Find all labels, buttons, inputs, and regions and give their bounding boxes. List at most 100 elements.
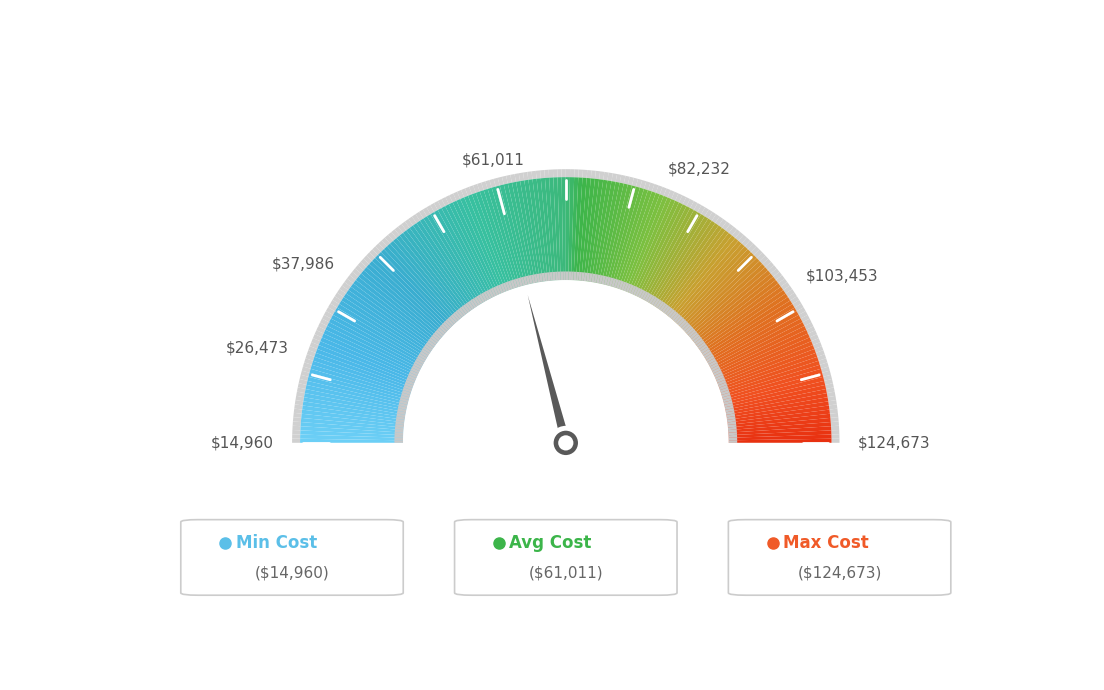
Wedge shape bbox=[474, 297, 480, 306]
Wedge shape bbox=[620, 282, 626, 290]
Wedge shape bbox=[592, 274, 595, 282]
Wedge shape bbox=[657, 301, 665, 310]
Wedge shape bbox=[537, 274, 540, 282]
Wedge shape bbox=[458, 308, 466, 316]
Wedge shape bbox=[708, 212, 716, 221]
Wedge shape bbox=[829, 408, 838, 414]
Wedge shape bbox=[420, 219, 479, 307]
Wedge shape bbox=[297, 387, 306, 393]
Wedge shape bbox=[798, 311, 808, 319]
Wedge shape bbox=[520, 180, 540, 282]
Wedge shape bbox=[416, 221, 477, 308]
Wedge shape bbox=[709, 315, 800, 366]
Wedge shape bbox=[716, 341, 813, 383]
Wedge shape bbox=[709, 360, 718, 366]
Wedge shape bbox=[668, 309, 675, 317]
Wedge shape bbox=[765, 262, 774, 270]
Wedge shape bbox=[461, 188, 468, 197]
Wedge shape bbox=[829, 404, 837, 410]
Wedge shape bbox=[565, 177, 570, 280]
Wedge shape bbox=[701, 207, 709, 216]
Wedge shape bbox=[803, 319, 811, 326]
Wedge shape bbox=[809, 334, 819, 341]
Wedge shape bbox=[718, 349, 816, 388]
Wedge shape bbox=[553, 169, 558, 177]
Wedge shape bbox=[468, 195, 508, 292]
Wedge shape bbox=[335, 308, 426, 362]
Wedge shape bbox=[719, 219, 726, 228]
Wedge shape bbox=[414, 360, 423, 366]
Wedge shape bbox=[395, 419, 405, 422]
Wedge shape bbox=[293, 430, 300, 435]
Wedge shape bbox=[369, 249, 378, 258]
Wedge shape bbox=[718, 380, 726, 385]
Wedge shape bbox=[726, 402, 829, 420]
Wedge shape bbox=[455, 310, 463, 319]
Wedge shape bbox=[424, 216, 480, 306]
Wedge shape bbox=[394, 437, 403, 440]
Wedge shape bbox=[594, 181, 616, 283]
Wedge shape bbox=[375, 255, 450, 330]
Wedge shape bbox=[725, 224, 733, 233]
Wedge shape bbox=[359, 273, 440, 341]
Wedge shape bbox=[423, 207, 431, 216]
Wedge shape bbox=[688, 330, 697, 337]
Wedge shape bbox=[335, 293, 343, 300]
Wedge shape bbox=[726, 419, 736, 422]
Wedge shape bbox=[797, 307, 806, 315]
Wedge shape bbox=[402, 221, 410, 230]
Wedge shape bbox=[496, 186, 526, 286]
Wedge shape bbox=[612, 173, 617, 182]
Wedge shape bbox=[453, 313, 460, 321]
Wedge shape bbox=[301, 410, 404, 425]
Wedge shape bbox=[326, 326, 420, 373]
Wedge shape bbox=[831, 439, 839, 443]
Wedge shape bbox=[576, 272, 580, 281]
Wedge shape bbox=[581, 178, 595, 281]
Wedge shape bbox=[323, 330, 418, 376]
Wedge shape bbox=[537, 178, 551, 281]
Wedge shape bbox=[346, 290, 433, 351]
Wedge shape bbox=[578, 170, 583, 177]
Wedge shape bbox=[813, 342, 821, 349]
Wedge shape bbox=[620, 193, 660, 290]
Wedge shape bbox=[645, 210, 698, 302]
Wedge shape bbox=[488, 188, 520, 287]
Wedge shape bbox=[756, 253, 765, 261]
Wedge shape bbox=[299, 375, 308, 381]
Wedge shape bbox=[528, 171, 532, 180]
Wedge shape bbox=[300, 422, 404, 433]
Wedge shape bbox=[542, 273, 545, 282]
Wedge shape bbox=[344, 279, 353, 286]
Wedge shape bbox=[688, 267, 768, 337]
Wedge shape bbox=[771, 268, 779, 277]
Wedge shape bbox=[394, 435, 403, 437]
Text: ($61,011): ($61,011) bbox=[529, 566, 603, 580]
Wedge shape bbox=[445, 204, 495, 298]
Wedge shape bbox=[488, 289, 495, 298]
Wedge shape bbox=[396, 413, 405, 417]
Wedge shape bbox=[493, 178, 500, 186]
Wedge shape bbox=[375, 244, 384, 252]
Wedge shape bbox=[385, 235, 393, 244]
Wedge shape bbox=[367, 253, 375, 261]
Wedge shape bbox=[569, 271, 571, 280]
Wedge shape bbox=[428, 338, 437, 345]
Wedge shape bbox=[302, 406, 405, 422]
Polygon shape bbox=[528, 295, 571, 444]
Wedge shape bbox=[424, 344, 433, 351]
Wedge shape bbox=[562, 177, 565, 280]
Wedge shape bbox=[830, 417, 839, 422]
Wedge shape bbox=[571, 177, 578, 280]
Wedge shape bbox=[719, 385, 728, 390]
Wedge shape bbox=[725, 411, 734, 415]
Wedge shape bbox=[562, 169, 565, 177]
Wedge shape bbox=[423, 346, 432, 353]
FancyBboxPatch shape bbox=[181, 520, 403, 595]
Wedge shape bbox=[404, 385, 413, 390]
Wedge shape bbox=[696, 284, 781, 347]
Wedge shape bbox=[413, 363, 422, 369]
Wedge shape bbox=[400, 397, 408, 402]
Wedge shape bbox=[691, 334, 700, 341]
Wedge shape bbox=[510, 280, 516, 289]
